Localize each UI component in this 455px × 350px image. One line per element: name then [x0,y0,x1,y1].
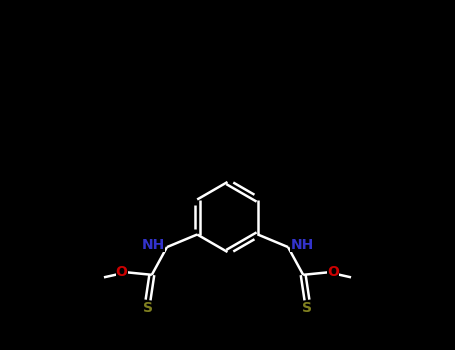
Text: S: S [143,301,153,315]
Text: S: S [302,301,312,315]
Text: NH: NH [290,238,313,252]
Text: NH: NH [142,238,165,252]
Text: O: O [116,265,127,279]
Text: O: O [328,265,339,279]
